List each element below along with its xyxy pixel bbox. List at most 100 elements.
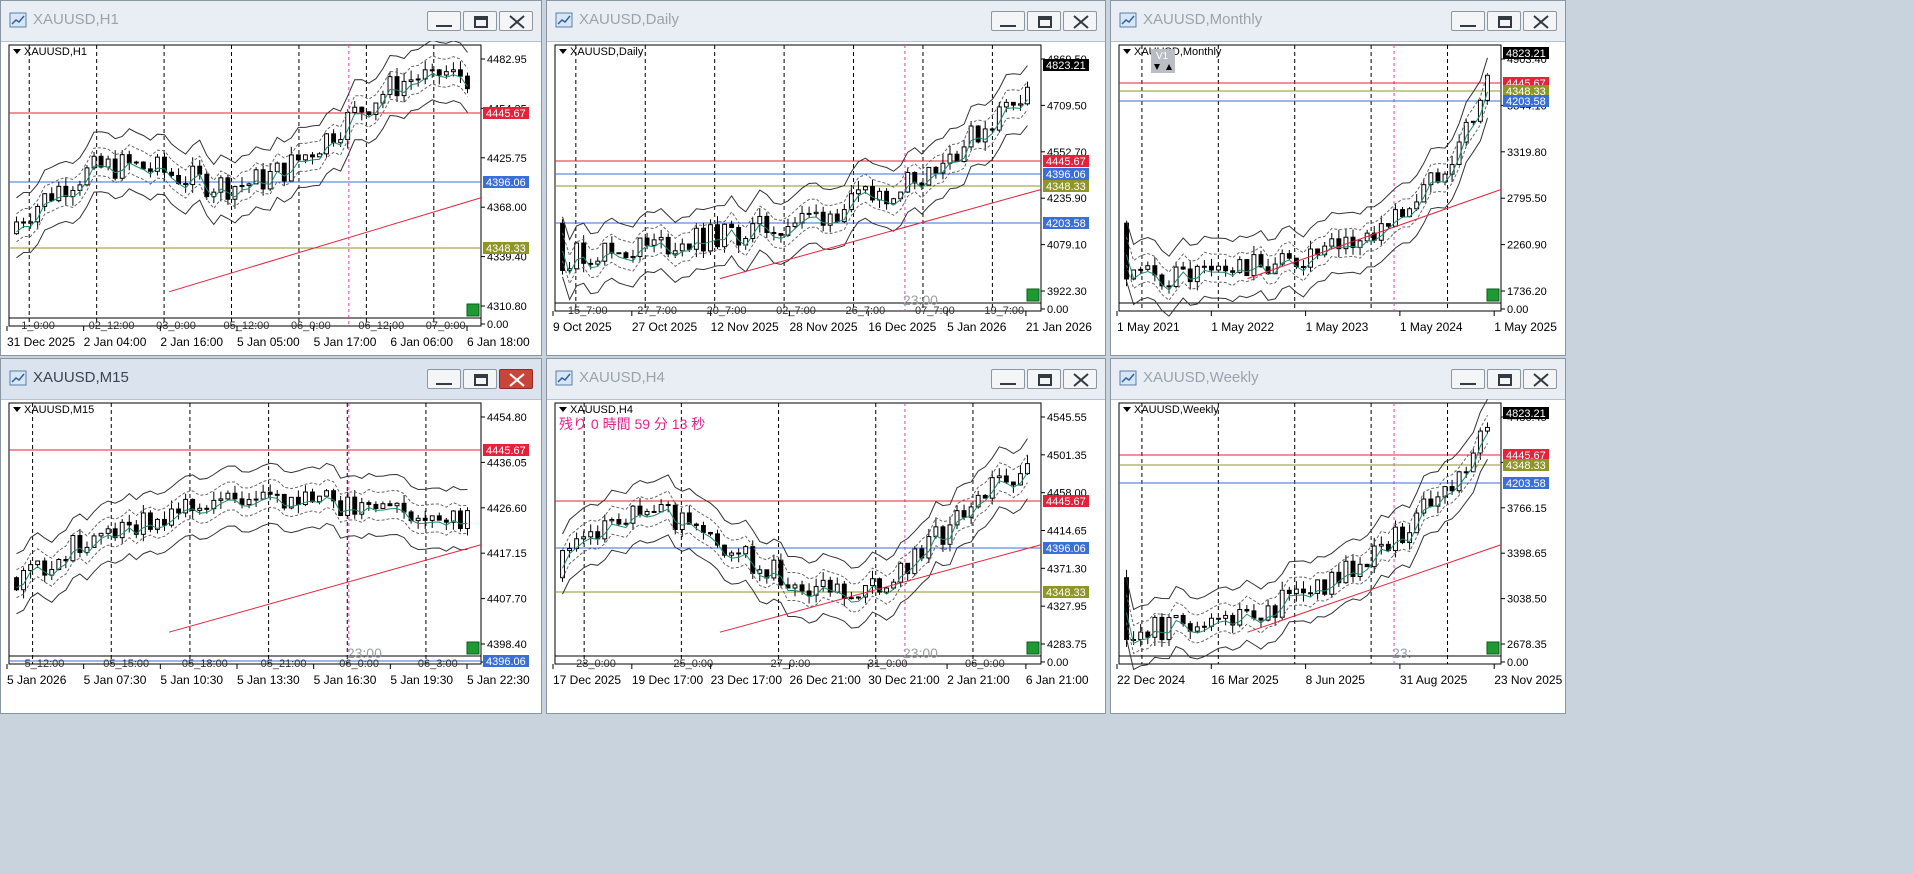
close-button[interactable] <box>1063 11 1097 31</box>
symbol-dropdown-icon[interactable] <box>13 407 21 412</box>
symbol-dropdown-icon[interactable] <box>13 49 21 54</box>
status-indicator <box>466 303 480 317</box>
window-titlebar[interactable]: XAUUSD,Weekly <box>1111 359 1565 400</box>
arrow-up-icon[interactable] <box>1166 64 1172 70</box>
maximize-button[interactable] <box>1027 11 1061 31</box>
price-level-label: 4348.33 <box>483 242 529 255</box>
candle-body <box>919 182 925 186</box>
maximize-button[interactable] <box>1487 11 1521 31</box>
candle-body <box>1223 614 1229 619</box>
chart-window-xauusd-h4[interactable]: XAUUSD,H4 XAUUSD,H4 4545.55 4501.35 4458.00 4… <box>546 358 1106 714</box>
close-button[interactable] <box>1523 11 1557 31</box>
trend-line[interactable] <box>168 544 482 633</box>
price-chart[interactable]: XAUUSD,M15 4454.80 4436.05 4426.60 4417.15 44… <box>1 399 541 713</box>
maximize-button[interactable] <box>1027 369 1061 389</box>
chart-area[interactable]: XAUUSD,H14482.954454.354425.754368.00433… <box>1 39 541 355</box>
price-chart[interactable]: XAUUSD,H14482.954454.354425.754368.00433… <box>1 39 541 355</box>
price-level-tag <box>1503 449 1549 461</box>
window-titlebar[interactable]: XAUUSD,M15 <box>1 359 541 400</box>
symbol-dropdown-icon[interactable] <box>1123 49 1131 54</box>
trend-line[interactable] <box>719 189 1042 280</box>
time-tick-label: 2 Jan 16:00 <box>160 335 223 349</box>
window-titlebar[interactable]: XAUUSD,H1 <box>1 1 541 42</box>
price-level-tag <box>1043 59 1089 71</box>
chart-area[interactable]: XAUUSD,Daily4869.504709.504552.704235.90… <box>547 41 1105 355</box>
symbol-label: XAUUSD,H1 <box>24 46 87 58</box>
price-chart[interactable]: XAUUSD,H44545.554501.354458.004414.65437… <box>547 399 1105 713</box>
price-tick-label: 2260.90 <box>1507 240 1547 252</box>
price-tick-label: 2678.35 <box>1507 639 1547 651</box>
candle-body <box>394 502 400 507</box>
candle-body <box>352 106 358 113</box>
chart-area[interactable]: XAUUSD,Monthly4903.403844.103319.802795.… <box>1111 41 1565 355</box>
minimize-button[interactable] <box>1451 11 1485 31</box>
maximize-button[interactable] <box>463 11 497 31</box>
candle-body <box>602 242 608 262</box>
time-marker-label: 23:00 <box>903 645 938 661</box>
trend-line[interactable] <box>168 197 482 293</box>
chart-window-xauusd-h1[interactable]: XAUUSD,H1XAUUSD,H14482.954454.354425.754… <box>0 0 542 356</box>
window-titlebar[interactable]: XAUUSD,H4 <box>547 359 1105 400</box>
candle-body <box>1258 617 1264 621</box>
minimize-button[interactable] <box>427 11 461 31</box>
bollinger-band <box>16 55 468 215</box>
candle-body <box>722 223 727 248</box>
window-titlebar[interactable]: XAUUSD,Daily <box>547 1 1105 42</box>
close-button[interactable] <box>499 369 533 389</box>
time-tick-label: 5 Jan 2026 <box>947 320 1007 334</box>
candle-body <box>1152 616 1158 638</box>
candle-body <box>147 512 153 530</box>
symbol-dropdown-icon[interactable] <box>1123 407 1131 412</box>
candle-body <box>560 222 565 271</box>
trend-line[interactable] <box>719 544 1042 633</box>
price-chart[interactable]: XAUUSD,Monthly4903.403844.103319.802795.… <box>1111 41 1565 355</box>
period-label: 27_0:00 <box>771 658 811 670</box>
minimize-button[interactable] <box>1451 369 1485 389</box>
candle-body <box>260 169 266 190</box>
chart-area[interactable]: XAUUSD,H4 4545.55 4501.35 4458.00 4414.65 437… <box>547 399 1105 713</box>
candle-body <box>1159 616 1165 641</box>
minimize-button[interactable] <box>991 11 1025 31</box>
chart-area[interactable]: XAUUSD,M15 4454.80 4436.05 4426.60 4417.15 44… <box>1 399 541 713</box>
price-tick-label: 4501.35 <box>1047 450 1087 462</box>
symbol-dropdown-icon[interactable] <box>559 407 567 412</box>
price-level-label: 4396.06 <box>483 655 529 668</box>
object-marker[interactable]: V1 <box>1151 49 1175 73</box>
candle-body <box>644 510 650 516</box>
candle-body <box>799 212 805 224</box>
price-tick-label: 4283.75 <box>1047 639 1087 651</box>
time-tick-label: 23 Nov 2025 <box>1494 673 1562 687</box>
candle-body <box>1357 563 1363 577</box>
chart-window-icon <box>1119 12 1137 28</box>
chart-area[interactable]: XAUUSD,Weekly4486.454126.303766.153398.6… <box>1111 398 1565 713</box>
status-indicator <box>466 641 480 655</box>
period-label: 05_18:00 <box>182 658 228 670</box>
maximize-button[interactable] <box>1487 369 1521 389</box>
arrow-down-icon[interactable] <box>1154 64 1160 70</box>
bollinger-band <box>1126 57 1488 257</box>
candle-body <box>310 154 315 158</box>
symbol-dropdown-icon[interactable] <box>559 49 567 54</box>
price-chart[interactable]: XAUUSD,Weekly4486.454126.303766.153398.6… <box>1111 398 1565 713</box>
window-titlebar[interactable]: XAUUSD,Monthly <box>1111 1 1565 42</box>
close-icon <box>1533 15 1549 29</box>
close-button[interactable] <box>1523 369 1557 389</box>
maximize-icon <box>1498 374 1512 386</box>
close-button[interactable] <box>499 11 533 31</box>
chart-window-xauusd-daily[interactable]: XAUUSD,DailyXAUUSD,Daily4869.504709.5045… <box>546 0 1106 356</box>
price-tick-label: 4426.60 <box>487 503 527 515</box>
chart-window-xauusd-monthly[interactable]: XAUUSD,MonthlyXAUUSD,Monthly4903.403844.… <box>1110 0 1566 356</box>
chart-window-icon <box>9 12 27 28</box>
close-button[interactable] <box>1063 369 1097 389</box>
chart-window-xauusd-m15[interactable]: XAUUSD,M15 XAUUSD,M15 4454.80 4436.05 4426.6… <box>0 358 542 714</box>
minimize-button[interactable] <box>991 369 1025 389</box>
trend-line[interactable] <box>1247 544 1502 633</box>
price-chart[interactable]: XAUUSD,Daily4869.504709.504552.704235.90… <box>547 41 1105 355</box>
maximize-button[interactable] <box>463 369 497 389</box>
maximize-icon <box>1498 16 1512 28</box>
minimize-button[interactable] <box>427 369 461 389</box>
status-indicator <box>1026 288 1040 302</box>
trend-line[interactable] <box>1247 189 1502 280</box>
chart-window-xauusd-weekly[interactable]: XAUUSD,WeeklyXAUUSD,Weekly4486.454126.30… <box>1110 358 1566 714</box>
bollinger-band <box>1126 442 1488 655</box>
